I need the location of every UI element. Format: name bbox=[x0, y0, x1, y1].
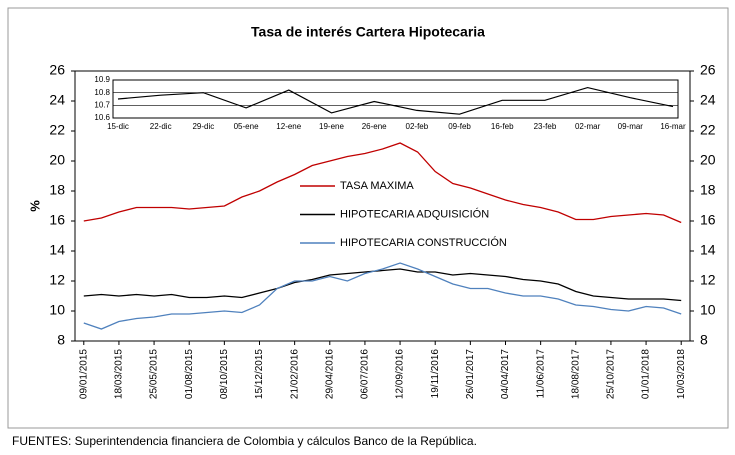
inset-y-tick-label: 10.7 bbox=[94, 100, 110, 109]
series-line bbox=[83, 142, 682, 224]
x-tick-label: 04/04/2017 bbox=[500, 349, 511, 399]
y2-tick-label: 10 bbox=[700, 302, 716, 318]
series-line bbox=[83, 268, 682, 302]
y2-tick-label: 12 bbox=[700, 272, 716, 288]
y2-tick-label: 22 bbox=[700, 122, 716, 138]
y-tick-label: 16 bbox=[49, 212, 65, 228]
x-tick-label: 09/01/2015 bbox=[78, 349, 89, 399]
y2-tick-label: 14 bbox=[700, 242, 716, 258]
inset-x-tick-label: 29-dic bbox=[192, 122, 214, 131]
y2-tick-label: 8 bbox=[700, 332, 708, 348]
plot-area bbox=[74, 70, 691, 342]
inset-x-tick-label: 09-mar bbox=[618, 122, 644, 131]
legend-label: TASA MAXIMA bbox=[340, 180, 414, 192]
x-tick-label: 21/02/2016 bbox=[289, 349, 300, 399]
x-tick-label: 15/12/2015 bbox=[254, 349, 265, 399]
inset-y-tick-label: 10.8 bbox=[94, 88, 110, 97]
legend-label: HIPOTECARIA CONSTRUCCIÓN bbox=[340, 236, 507, 249]
y-tick-label: 26 bbox=[49, 62, 65, 78]
source-note: FUENTES: Superintendencia financiera de … bbox=[12, 434, 477, 448]
inset-x-tick-label: 02-mar bbox=[575, 122, 601, 131]
y-tick-label: 14 bbox=[49, 242, 65, 258]
y2-tick-label: 16 bbox=[700, 212, 716, 228]
x-tick-label: 26/01/2017 bbox=[465, 349, 476, 399]
x-tick-label: 01/08/2015 bbox=[184, 349, 195, 399]
y-tick-label: 20 bbox=[49, 152, 65, 168]
y-tick-label: 12 bbox=[49, 272, 65, 288]
inset-line bbox=[117, 86, 674, 115]
y-tick-label: 22 bbox=[49, 122, 65, 138]
x-tick-label: 25/10/2017 bbox=[606, 349, 617, 399]
inset-x-tick-label: 16-mar bbox=[660, 122, 686, 131]
inset-area bbox=[112, 79, 679, 119]
x-tick-label: 01/01/2018 bbox=[641, 349, 652, 399]
y2-tick-label: 18 bbox=[700, 182, 716, 198]
inset-x-tick-label: 09-feb bbox=[448, 122, 471, 131]
series-line bbox=[83, 262, 682, 330]
inset-x-tick-label: 05-ene bbox=[234, 122, 259, 131]
x-tick-label: 25/05/2015 bbox=[149, 349, 160, 399]
x-tick-label: 29/04/2016 bbox=[324, 349, 335, 399]
inset-x-tick-label: 23-feb bbox=[534, 122, 557, 131]
inset-y-tick-label: 10.6 bbox=[94, 113, 110, 122]
y2-tick-label: 26 bbox=[700, 62, 716, 78]
y2-tick-label: 24 bbox=[700, 92, 716, 108]
x-tick-label: 12/09/2016 bbox=[395, 349, 406, 399]
y-tick-label: 24 bbox=[49, 92, 65, 108]
x-tick-label: 18/03/2015 bbox=[114, 349, 125, 399]
inset-x-tick-label: 15-dic bbox=[107, 122, 129, 131]
x-tick-label: 19/11/2016 bbox=[430, 349, 441, 399]
inset-x-tick-label: 26-ene bbox=[362, 122, 387, 131]
inset-x-tick-label: 16-feb bbox=[491, 122, 514, 131]
x-tick-label: 06/07/2016 bbox=[360, 349, 371, 399]
x-tick-label: 11/06/2017 bbox=[535, 349, 546, 399]
x-tick-label: 08/10/2015 bbox=[219, 349, 230, 399]
inset-y-tick-label: 10.9 bbox=[94, 75, 110, 84]
inset-x-tick-label: 12-ene bbox=[276, 122, 301, 131]
y2-tick-label: 20 bbox=[700, 152, 716, 168]
x-tick-label: 10/03/2018 bbox=[676, 349, 687, 399]
chart-frame bbox=[7, 7, 729, 429]
inset-x-tick-label: 19-ene bbox=[319, 122, 344, 131]
y-tick-label: 18 bbox=[49, 182, 65, 198]
inset-x-tick-label: 22-dic bbox=[150, 122, 172, 131]
chart-title: Tasa de interés Cartera Hipotecaria bbox=[251, 24, 485, 40]
x-tick-label: 18/08/2017 bbox=[570, 349, 581, 399]
legend-label: HIPOTECARIA ADQUISICIÓN bbox=[340, 207, 489, 220]
y-axis-label: % bbox=[27, 200, 42, 212]
inset-x-tick-label: 02-feb bbox=[406, 122, 429, 131]
y-tick-label: 8 bbox=[57, 332, 65, 348]
y-tick-label: 10 bbox=[49, 302, 65, 318]
